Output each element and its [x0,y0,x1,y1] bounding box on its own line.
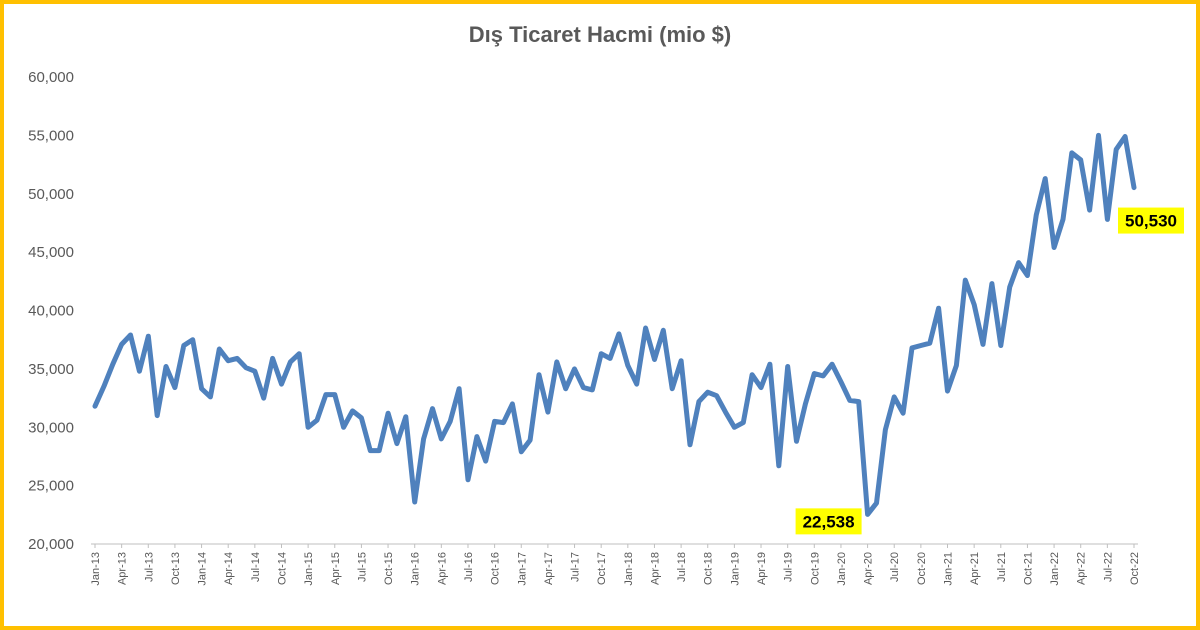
x-tick-label: Jul-13 [143,552,155,582]
x-tick-label: Oct-15 [383,552,395,585]
x-tick-label: Jul-14 [250,552,262,582]
x-tick-label: Oct-16 [490,552,502,585]
x-tick-label: Oct-18 [703,552,715,585]
y-tick-label: 45,000 [28,244,74,261]
series-line [92,132,1137,517]
x-tick-label: Apr-15 [330,552,342,585]
y-tick-label: 40,000 [28,303,74,320]
x-tick-label: Apr-22 [1076,552,1088,585]
x-tick-label: Apr-13 [117,552,129,585]
x-tick-label: Jan-16 [410,552,422,586]
x-tick-label: Apr-17 [543,552,555,585]
callout-label: 50,530 [1125,212,1177,231]
y-tick-label: 30,000 [28,419,74,436]
x-tick-label: Jan-17 [516,552,528,586]
y-tick-label: 50,000 [28,186,74,203]
callout-label: 22,538 [803,512,855,531]
x-tick-label: Apr-18 [649,552,661,585]
x-tick-label: Jul-18 [676,552,688,582]
x-tick-label: Jul-15 [356,552,368,582]
x-tick-label: Oct-22 [1129,552,1141,585]
chart-title: Dış Ticaret Hacmi (mio $) [468,22,732,47]
y-tick-label: 60,000 [28,69,74,86]
callout-box [795,508,862,535]
x-tick-label: Jul-22 [1102,552,1114,582]
x-tick-label: Jan-14 [197,552,209,586]
x-tick-label: Jan-21 [943,552,955,586]
x-tick-label: Apr-19 [756,552,768,585]
x-tick-label: Oct-21 [1022,552,1034,585]
x-tick-label: Jan-19 [729,552,741,586]
x-tick-label: Jan-22 [1049,552,1061,586]
y-tick-label: 20,000 [28,536,74,553]
x-tick-label: Oct-17 [596,552,608,585]
x-tick-label: Jan-13 [90,552,102,586]
x-tick-label: Jul-21 [996,552,1008,582]
x-tick-label: Jul-16 [463,552,475,582]
x-tick-label: Jul-17 [570,552,582,582]
x-tick-label: Oct-14 [276,552,288,585]
x-tick-label: Apr-14 [223,552,235,585]
x-tick-label: Apr-21 [969,552,981,585]
x-tick-label: Jan-15 [303,552,315,586]
y-tick-label: 25,000 [28,478,74,495]
x-tick-label: Apr-20 [863,552,875,585]
x-tick-label: Jul-20 [889,552,901,582]
y-tick-label: 35,000 [28,361,74,378]
x-tick-label: Jul-19 [783,552,795,582]
x-tick-label: Apr-16 [436,552,448,585]
callout-box [1118,207,1184,234]
x-tick-label: Jan-20 [836,552,848,586]
x-tick-label: Jan-18 [623,552,635,586]
x-tick-label: Oct-19 [809,552,821,585]
y-tick-label: 55,000 [28,127,74,144]
x-tick-label: Oct-20 [916,552,928,585]
x-tick-label: Oct-13 [170,552,182,585]
